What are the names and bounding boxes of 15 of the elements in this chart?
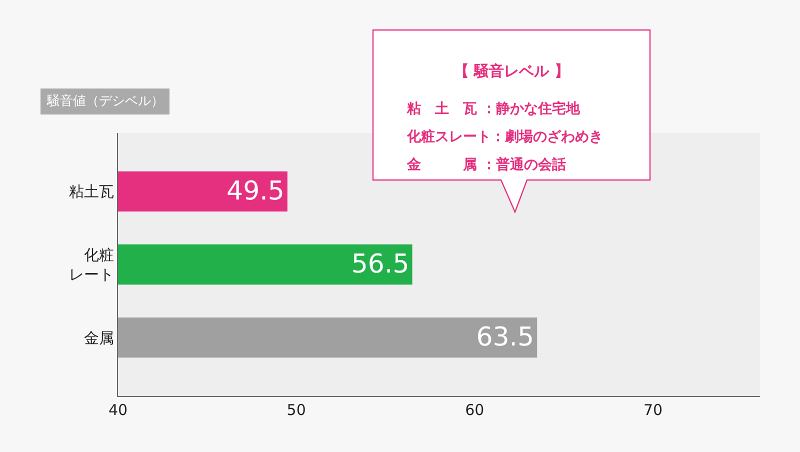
x-axis-title: 騒音値（デシベル）	[46, 94, 164, 109]
x-tick-label: 60	[465, 401, 484, 419]
data-label: 56.5	[351, 250, 410, 280]
x-tick-label: 40	[108, 401, 128, 419]
x-tick-label: 50	[286, 401, 306, 419]
data-label: 49.5	[226, 176, 284, 206]
y-tick-label: 金属	[84, 328, 114, 347]
y-tick-label: 化粧レート	[69, 246, 114, 284]
text: 【 騒音レベル 】	[454, 62, 570, 80]
text: 粘 土 瓦 ：静かな住宅地	[406, 100, 581, 117]
x-tick-label: 70	[643, 401, 663, 419]
annotation: 化粧スレート：劇場のざわめき	[406, 128, 603, 145]
y-tick-label: 粘土瓦	[69, 182, 114, 201]
data-label: 63.5	[476, 322, 534, 353]
annotation: 金 属 ：普通の会話	[406, 156, 566, 173]
